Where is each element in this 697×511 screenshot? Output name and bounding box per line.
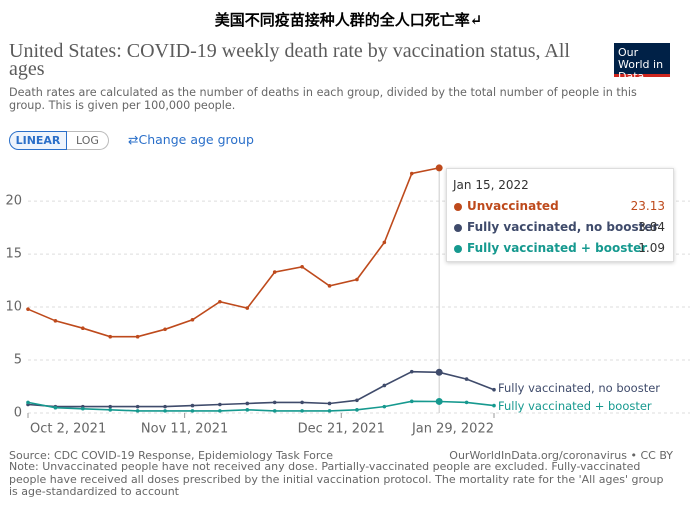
data-point [190, 409, 195, 413]
age-group-button[interactable]: ⇄Change age group [128, 132, 254, 147]
license[interactable]: OurWorldInData.org/coronavirus • CC BY [449, 449, 673, 462]
data-point [435, 397, 443, 405]
series-end-label: Fully vaccinated, no booster [498, 381, 660, 395]
data-point [272, 270, 277, 274]
tooltip-value: 1.09 [638, 241, 665, 255]
data-point [435, 164, 443, 172]
tooltip-swatch [454, 245, 462, 253]
tooltip-value: 3.84 [638, 220, 665, 234]
data-point [53, 405, 58, 410]
x-tick-label: Jan 29, 2022 [411, 422, 494, 437]
data-point [300, 400, 304, 405]
data-point [26, 400, 30, 405]
data-point [163, 409, 167, 413]
tooltip-swatch [454, 224, 462, 232]
tooltip-swatch [454, 203, 462, 211]
data-point [300, 264, 304, 269]
series-line [27, 167, 440, 338]
data-point [464, 377, 469, 381]
chart-title: United States: COVID-19 weekly death rat… [9, 40, 570, 80]
data-point [464, 400, 469, 405]
swap-icon: ⇄ [128, 132, 139, 147]
data-point [492, 403, 496, 408]
note: Note: Unvaccinated people have not recei… [9, 460, 664, 498]
y-tick-label: 10 [5, 300, 22, 315]
data-point [245, 306, 250, 310]
tooltip-name: Fully vaccinated, no booster [467, 220, 659, 234]
x-tick-label: Dec 21, 2021 [298, 422, 385, 437]
subtitle: Death rates are calculated as the number… [9, 86, 637, 112]
tooltip: Jan 15, 2022 Unvaccinated 23.13 Fully vacci… [446, 168, 674, 262]
data-point [409, 369, 414, 374]
tooltip-name: Unvaccinated [467, 199, 559, 213]
data-point [135, 409, 140, 413]
data-point [492, 387, 496, 392]
data-point [108, 408, 113, 412]
data-point [435, 368, 443, 376]
data-point [218, 409, 222, 413]
linear-button[interactable]: LINEAR [9, 131, 67, 150]
source: Source: CDC COVID-19 Response, Epidemiol… [9, 449, 333, 462]
page-title: 美国不同疫苗接种人群的全人口死亡率↵ [214, 11, 483, 29]
y-tick-label: 15 [5, 247, 22, 262]
data-point [355, 398, 359, 403]
data-point [245, 401, 250, 406]
y-tick-label: 5 [14, 353, 22, 368]
data-point [108, 404, 113, 409]
y-tick-label: 0 [14, 406, 22, 421]
data-point [163, 404, 167, 409]
data-point [53, 319, 58, 323]
data-point [355, 277, 359, 282]
data-point [81, 406, 85, 411]
data-point [135, 404, 140, 409]
data-point [355, 408, 359, 412]
data-point [272, 400, 277, 405]
data-point [382, 404, 387, 409]
logo[interactable]: Our World in Data [614, 43, 670, 83]
data-point [382, 240, 387, 245]
series-end-label: Fully vaccinated + booster [498, 399, 652, 413]
data-point [108, 334, 113, 339]
data-point [327, 284, 332, 288]
x-tick-label: Oct 2, 2021 [30, 422, 106, 437]
data-point [272, 409, 277, 413]
tooltip-value: 23.13 [630, 199, 665, 213]
tooltip-name: Fully vaccinated + booster [467, 241, 648, 255]
data-point [26, 307, 30, 311]
log-button[interactable]: LOG [67, 131, 109, 150]
y-tick-label: 20 [5, 194, 22, 209]
data-point [409, 171, 414, 176]
data-point [409, 399, 414, 404]
data-point [327, 409, 332, 413]
series-line [27, 370, 495, 408]
data-point [163, 327, 167, 332]
data-point [190, 317, 195, 322]
tooltip-date: Jan 15, 2022 [453, 178, 529, 192]
x-tick-label: Nov 11, 2021 [141, 422, 228, 437]
data-point [218, 299, 222, 304]
data-point [300, 409, 304, 413]
age-group-label: Change age group [138, 132, 254, 147]
data-point [327, 401, 332, 406]
series-line [27, 400, 495, 412]
data-point [135, 334, 140, 339]
data-point [382, 383, 387, 388]
data-point [81, 326, 85, 331]
data-point [245, 408, 250, 412]
data-point [218, 402, 222, 407]
data-point [190, 403, 195, 408]
